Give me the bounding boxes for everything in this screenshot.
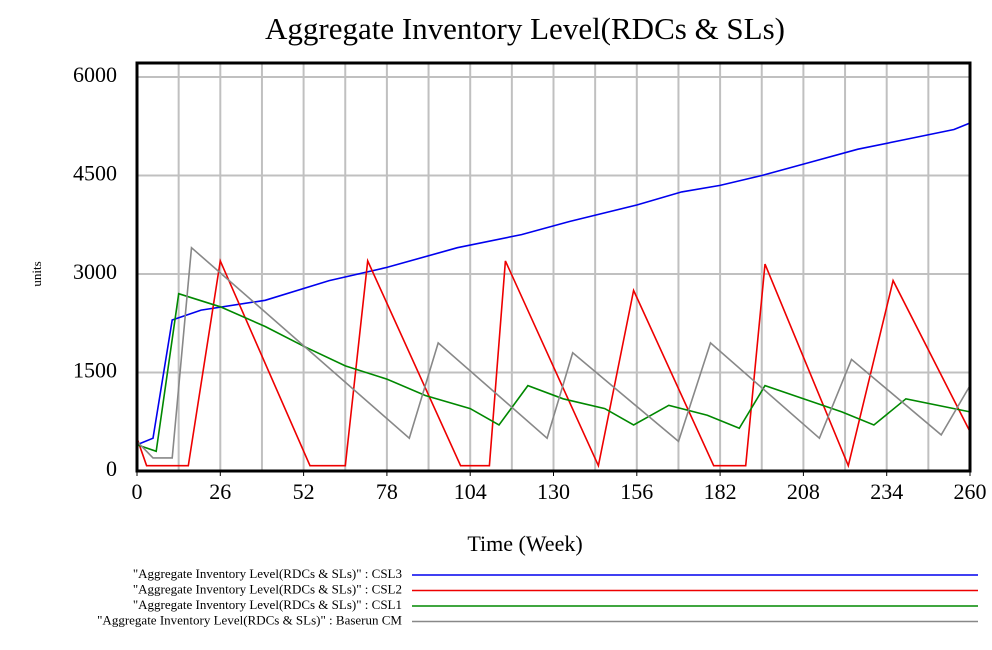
y-tick-label: 6000 [73,62,117,87]
x-tick-label: 0 [132,479,143,504]
x-tick-label: 182 [704,479,737,504]
series-line [136,257,971,469]
series-line [136,292,971,453]
x-axis-label: Time (Week) [467,531,582,556]
x-tick-label: 234 [870,479,903,504]
x-tick-label: 208 [787,479,820,504]
y-tick-label: 3000 [73,259,117,284]
y-tick-label: 4500 [73,161,117,186]
lines [136,122,971,469]
y-tick-label: 0 [106,456,117,481]
x-tick-label: 26 [209,479,231,504]
chart-title: Aggregate Inventory Level(RDCs & SLs) [265,11,785,46]
legend-label: "Aggregate Inventory Level(RDCs & SLs)" … [133,581,402,596]
ticks: 0 1500 3000 4500 6000 0 26 52 78 104 130 156 182 208 2… [73,62,987,504]
series-line [136,122,971,446]
series-line [136,246,971,459]
legend-label: "Aggregate Inventory Level(RDCs & SLs)" … [133,566,402,581]
x-tick-label: 260 [954,479,987,504]
x-tick-label: 78 [376,479,398,504]
y-tick-label: 1500 [73,358,117,383]
x-tick-label: 104 [454,479,487,504]
x-tick-label: 156 [620,479,653,504]
grid [137,63,970,471]
legend-label: "Aggregate Inventory Level(RDCs & SLs)" … [97,612,402,627]
legend: "Aggregate Inventory Level(RDCs & SLs)" … [97,566,978,627]
y-axis-label: units [29,261,44,286]
x-tick-label: 52 [293,479,315,504]
legend-label: "Aggregate Inventory Level(RDCs & SLs)" … [133,597,402,612]
x-tick-label: 130 [537,479,570,504]
